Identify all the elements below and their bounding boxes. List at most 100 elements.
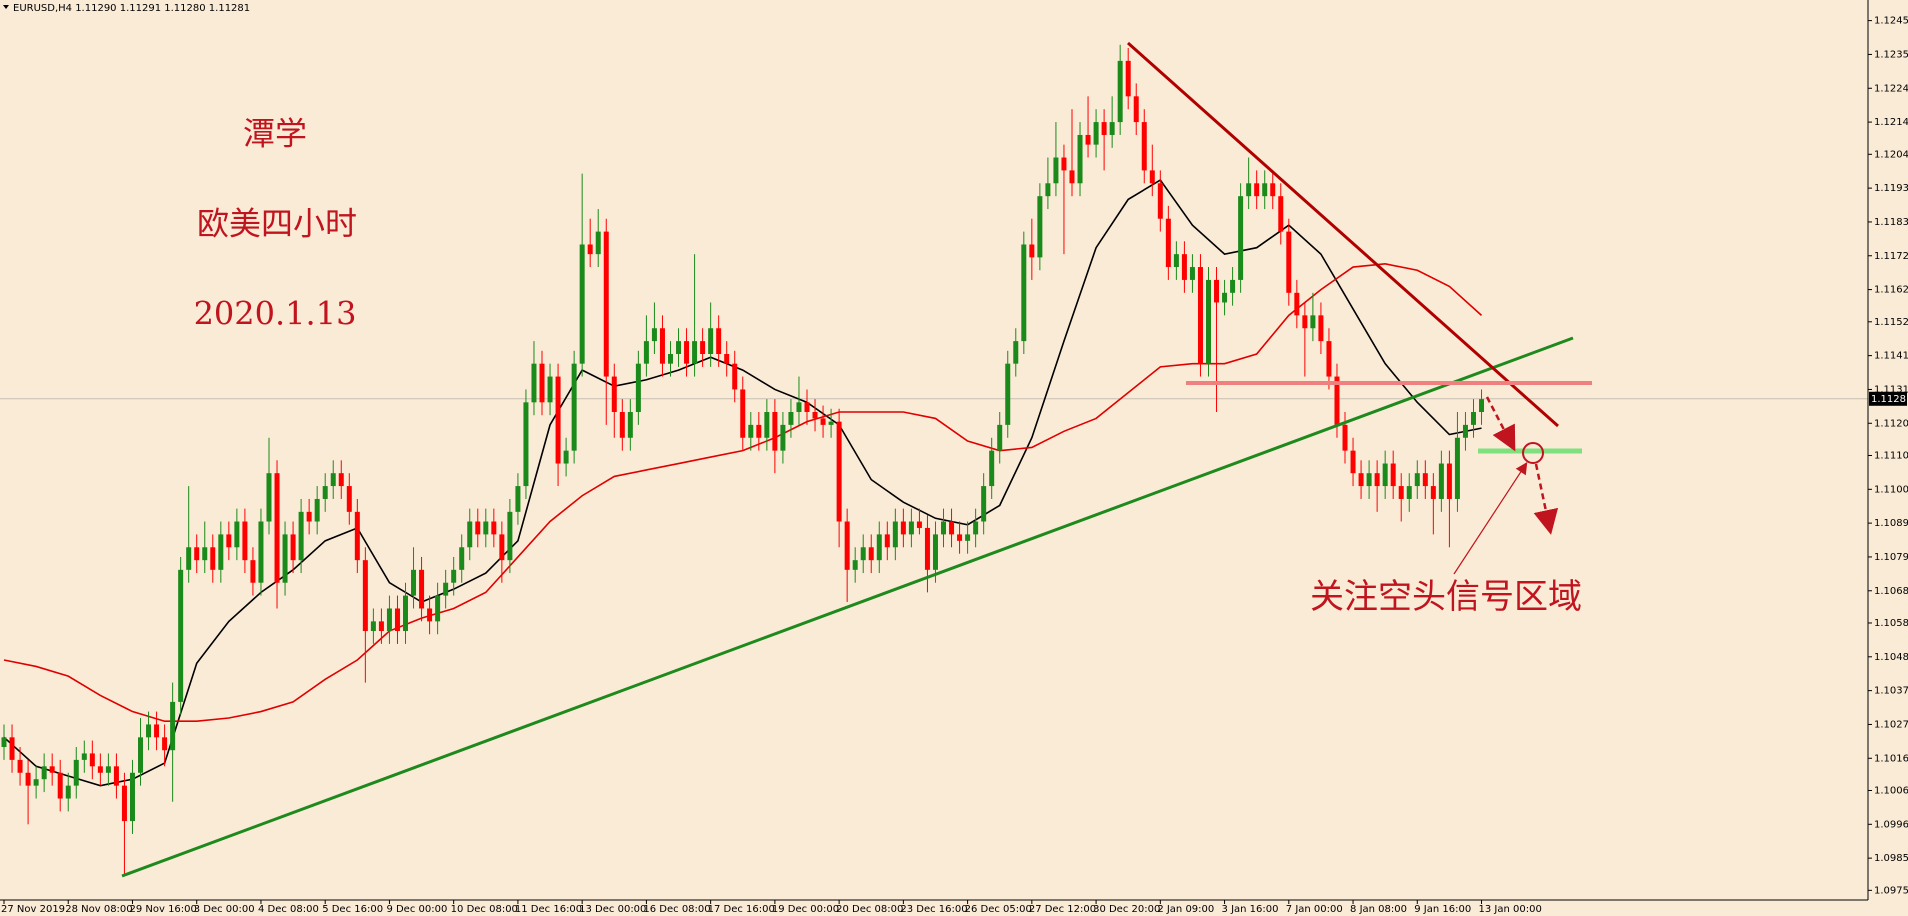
bid-label: 1.11281: [1871, 394, 1908, 405]
pointer-arrow: [1453, 461, 1528, 575]
candle-body: [1077, 134, 1083, 184]
candle-body: [1093, 122, 1099, 145]
candle-body: [1214, 279, 1220, 303]
candle-body: [1262, 183, 1268, 197]
candle-body: [515, 486, 521, 512]
y-tick-label: 1.10065: [1874, 785, 1908, 796]
y-tick-label: 1.10585: [1874, 618, 1908, 629]
candle-body: [1149, 170, 1155, 184]
y-tick-label: 1.12455: [1874, 16, 1908, 27]
y-tick-label: 1.10375: [1874, 686, 1908, 697]
candle-body: [242, 521, 248, 561]
candle-body: [884, 534, 890, 548]
candle-body: [611, 376, 617, 412]
moving-average: [3, 178, 1482, 787]
candle-body: [708, 328, 714, 355]
candle-body: [178, 569, 184, 702]
candle-body: [989, 450, 995, 487]
x-tick-label: 4 Dec 08:00: [258, 904, 319, 915]
candle-body: [354, 511, 360, 561]
candle-body: [595, 231, 601, 255]
candle-body: [49, 766, 55, 773]
candle-body: [1334, 376, 1340, 425]
y-tick-label: 1.11105: [1874, 450, 1908, 461]
candle-body: [394, 608, 400, 632]
y-tick-label: 1.10165: [1874, 753, 1908, 764]
candle-body: [218, 534, 224, 570]
candle-body: [1117, 60, 1123, 123]
candle-body: [258, 521, 264, 583]
candle-body: [1, 737, 7, 747]
annotation: 关注空头信号区域: [1310, 577, 1582, 617]
candle-body: [932, 534, 938, 570]
candle-body: [234, 521, 240, 548]
x-tick-label: 20 Dec 08:00: [836, 904, 903, 915]
y-tick-label: 1.11725: [1874, 251, 1908, 262]
candle-body: [89, 753, 95, 767]
candle-body: [676, 341, 682, 355]
candle-body: [346, 486, 352, 512]
x-tick-label: 9 Jan 16:00: [1414, 904, 1471, 915]
candle-body: [443, 582, 449, 596]
candle-body: [651, 328, 657, 342]
candle-body: [322, 486, 328, 499]
candle-body: [860, 547, 866, 561]
candle-body: [908, 521, 914, 535]
x-tick-label: 2 Jan 09:00: [1157, 904, 1214, 915]
candle-body: [643, 341, 649, 364]
candle-body: [1398, 486, 1404, 499]
candle-body: [949, 521, 955, 535]
candle-body: [724, 354, 730, 364]
candle-body: [619, 411, 625, 438]
candle-body: [1238, 196, 1244, 280]
candle-body: [1358, 473, 1364, 487]
candle-body: [1254, 183, 1260, 197]
candle-body: [1029, 244, 1035, 258]
candle-body: [25, 772, 31, 786]
candle-body: [427, 608, 433, 622]
bid-label-box: [1869, 391, 1907, 406]
candle-body: [451, 569, 457, 583]
candle-body: [435, 595, 441, 622]
candle-body: [924, 527, 930, 570]
x-tick-label: 28 Nov 08:00: [65, 904, 132, 915]
candle-body: [732, 363, 738, 390]
candle-body: [627, 411, 633, 438]
candle-body: [836, 421, 842, 522]
y-tick-label: 1.12350: [1874, 49, 1908, 60]
candle-body: [1406, 486, 1412, 499]
candle-body: [105, 766, 111, 773]
x-tick-label: 16 Dec 08:00: [643, 904, 710, 915]
candle-body: [146, 724, 152, 738]
candle-body: [1069, 170, 1075, 184]
candle-body: [202, 547, 208, 561]
candle-body: [338, 473, 344, 487]
candle-body: [475, 521, 481, 535]
candle-body: [603, 231, 609, 377]
candle-body: [812, 411, 818, 419]
y-tick-label: 1.12040: [1874, 149, 1908, 160]
x-tick-label: 7 Jan 00:00: [1286, 904, 1343, 915]
y-tick-label: 1.10790: [1874, 552, 1908, 563]
candle-body: [1045, 183, 1051, 197]
candle-body: [764, 411, 770, 438]
candle-body: [756, 424, 762, 438]
candle-body: [1310, 315, 1316, 329]
y-tick-label: 1.09755: [1874, 885, 1908, 896]
candle-body: [73, 759, 79, 786]
y-tick-label: 1.09855: [1874, 853, 1908, 864]
y-tick-label: 1.11310: [1874, 384, 1908, 395]
x-tick-label: 13 Dec 00:00: [579, 904, 646, 915]
candle-body: [113, 766, 119, 786]
candle-body: [298, 511, 304, 561]
candle-body: [804, 402, 810, 412]
candle-body: [1422, 473, 1428, 487]
annotation: 欧美四小时: [197, 205, 357, 243]
candle-body: [700, 341, 706, 355]
candle-body: [1479, 399, 1485, 412]
candle-body: [170, 701, 176, 751]
candle-body: [1197, 267, 1203, 364]
x-tick-label: 11 Dec 16:00: [515, 904, 582, 915]
candle-body: [531, 363, 537, 403]
